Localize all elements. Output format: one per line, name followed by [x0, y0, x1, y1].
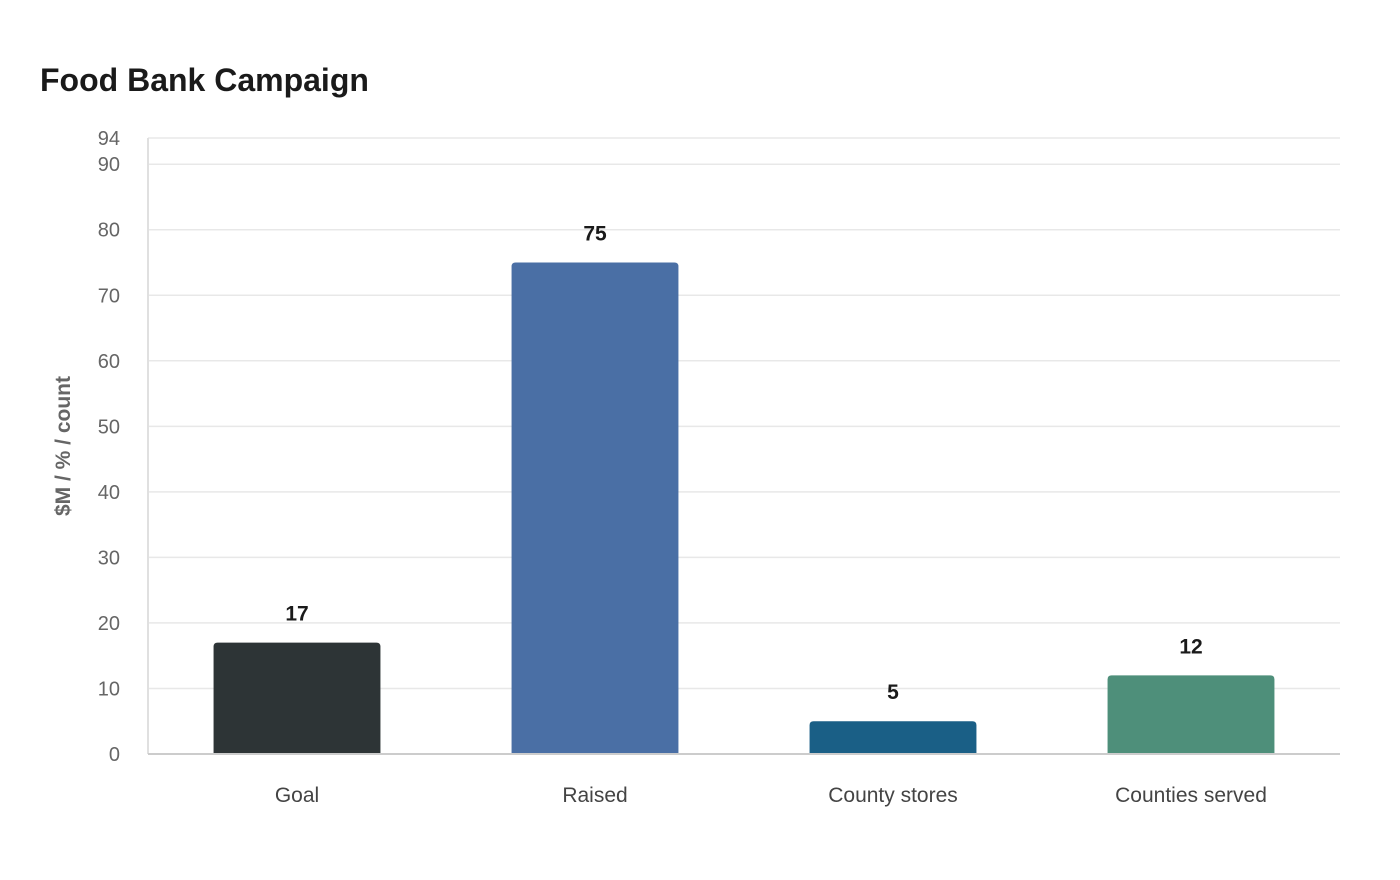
labels: 0 10 20 30 40 50 60 70 80 90 94 17 Goal 75 Raised 5 Coun…	[98, 128, 1267, 807]
x-tick-label: County stores	[828, 784, 958, 807]
y-tick-label: 40	[98, 482, 120, 504]
y-tick-label: 50	[98, 416, 120, 438]
y-tick-label: 80	[98, 220, 120, 242]
y-tick-label: 10	[98, 678, 120, 700]
y-tick-label: 30	[98, 547, 120, 569]
axes	[147, 138, 1340, 755]
data-label: 12	[1179, 635, 1202, 658]
bars	[213, 262, 1275, 754]
data-label: 17	[285, 603, 308, 626]
bar	[809, 721, 977, 754]
data-label: 5	[887, 681, 899, 704]
x-tick-label: Counties served	[1115, 784, 1267, 807]
chart-title: Food Bank Campaign	[40, 62, 369, 98]
bar	[1107, 675, 1275, 754]
x-tick-label: Raised	[562, 784, 627, 807]
y-tick-label: 94	[98, 128, 120, 150]
bar	[511, 262, 679, 754]
y-axis-title: $M / % / count	[52, 376, 75, 516]
y-tick-label: 20	[98, 613, 120, 635]
gridlines	[148, 137, 1340, 690]
y-tick-label: 70	[98, 285, 120, 307]
y-tick-label: 90	[98, 154, 120, 176]
x-tick-label: Goal	[275, 784, 319, 807]
bar	[213, 642, 381, 754]
y-tick-label: 0	[109, 744, 120, 766]
y-tick-label: 60	[98, 351, 120, 373]
data-label: 75	[583, 223, 607, 246]
